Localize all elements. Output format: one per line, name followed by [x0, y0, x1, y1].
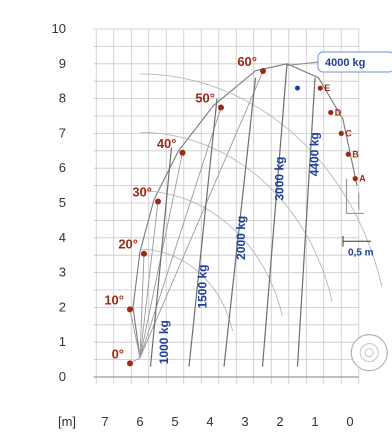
- attachment-point: [328, 109, 334, 116]
- attachment-point: [352, 176, 358, 182]
- attachment-point-label: E: [324, 83, 330, 93]
- boom-angle-point: [260, 68, 266, 75]
- boom-angle-label: 60°: [237, 54, 257, 69]
- y-tick-label: 2: [59, 299, 66, 314]
- y-tick-label: 9: [59, 56, 66, 71]
- load-zone-lines: [129, 63, 383, 367]
- y-tick-label: 8: [59, 91, 66, 106]
- boom-angle-point: [127, 306, 133, 313]
- extension-arc: [139, 190, 283, 317]
- load-zone-label: 1500 kg: [196, 264, 210, 308]
- boom-angle-line: [139, 70, 264, 359]
- x-tick-label: 5: [171, 414, 178, 429]
- attachment-point-label: B: [352, 149, 359, 159]
- y-tick-label: 4: [59, 230, 66, 245]
- boom-angle-label: 20°: [118, 237, 138, 252]
- top-capacity-label: 4000 kg: [325, 57, 365, 69]
- boom-angle-label: 0°: [112, 346, 124, 361]
- x-tick-label: 0: [346, 414, 353, 429]
- x-tick-label: 2: [276, 414, 283, 429]
- y-tick-label: 3: [59, 265, 66, 280]
- y-tick-label: 1: [59, 334, 66, 349]
- x-tick-label: 3: [241, 414, 248, 429]
- wheel: [350, 334, 388, 372]
- attachment-point: [338, 130, 344, 136]
- load-zone-boundary: [149, 147, 173, 367]
- load-zone-boundary: [296, 77, 316, 367]
- load-zone-label: 1000 kg: [157, 320, 171, 364]
- load-zone-boundary: [188, 98, 218, 367]
- fork-outline: [345, 178, 364, 215]
- x-tick-label: 4: [206, 414, 213, 429]
- load-zone-label: 4400 kg: [308, 132, 322, 176]
- wheel-hub: [359, 343, 379, 363]
- y-tick-label: 5: [59, 195, 66, 210]
- boom-angle-label: 40°: [157, 136, 177, 151]
- y-tick-label: 7: [59, 125, 66, 140]
- attachment-point: [345, 151, 351, 157]
- y-tick-label: 10: [52, 21, 66, 36]
- x-tick-label: 7: [101, 414, 108, 429]
- boom-angle-line: [139, 253, 145, 358]
- x-tick-label: 6: [136, 414, 143, 429]
- boom-angle-point: [218, 104, 224, 111]
- load-zone-boundary: [261, 63, 288, 367]
- front-envelope: [286, 63, 358, 186]
- boom-angle-point: [179, 149, 186, 156]
- boom-angle-point: [141, 250, 147, 257]
- attachment-point-label: C: [345, 128, 352, 138]
- boom-angle-line: [139, 107, 222, 358]
- extension-arc: [139, 73, 383, 288]
- wheel-axle: [364, 348, 374, 358]
- y-tick-label: 0: [59, 369, 66, 384]
- load-zone-label: 2000 kg: [234, 216, 248, 260]
- load-zone-boundary: [223, 77, 257, 367]
- top-capacity-leader: [286, 61, 319, 67]
- boom-angle-point: [155, 198, 161, 205]
- boom-angle-point: [127, 360, 133, 367]
- outer-envelope: [132, 63, 288, 358]
- data-marks: 0° 10° 20° 30° 40° 50° 60° 1000 kg 1500 kg 2000 k…: [104, 51, 392, 372]
- boom-angle-label: 30°: [132, 185, 152, 200]
- grid: [93, 28, 360, 384]
- boom-angle-line: [139, 201, 159, 358]
- x-tick-label: 1: [311, 414, 318, 429]
- extension-arc: [139, 131, 333, 302]
- load-zone-label: 3000 kg: [273, 157, 287, 201]
- x-axis-label: [m]: [58, 414, 76, 429]
- boom-angle-label: 50°: [195, 91, 215, 106]
- boom-angle-label: 10°: [104, 292, 124, 307]
- span-label: 0,5 m: [348, 248, 374, 259]
- attachment-point-label: D: [335, 108, 342, 118]
- attachment-point-label: A: [359, 174, 366, 184]
- top-capacity-point: [295, 85, 300, 91]
- y-tick-label: 6: [59, 160, 66, 175]
- boom-angle-line: [129, 309, 141, 358]
- attachment-point: [317, 85, 323, 91]
